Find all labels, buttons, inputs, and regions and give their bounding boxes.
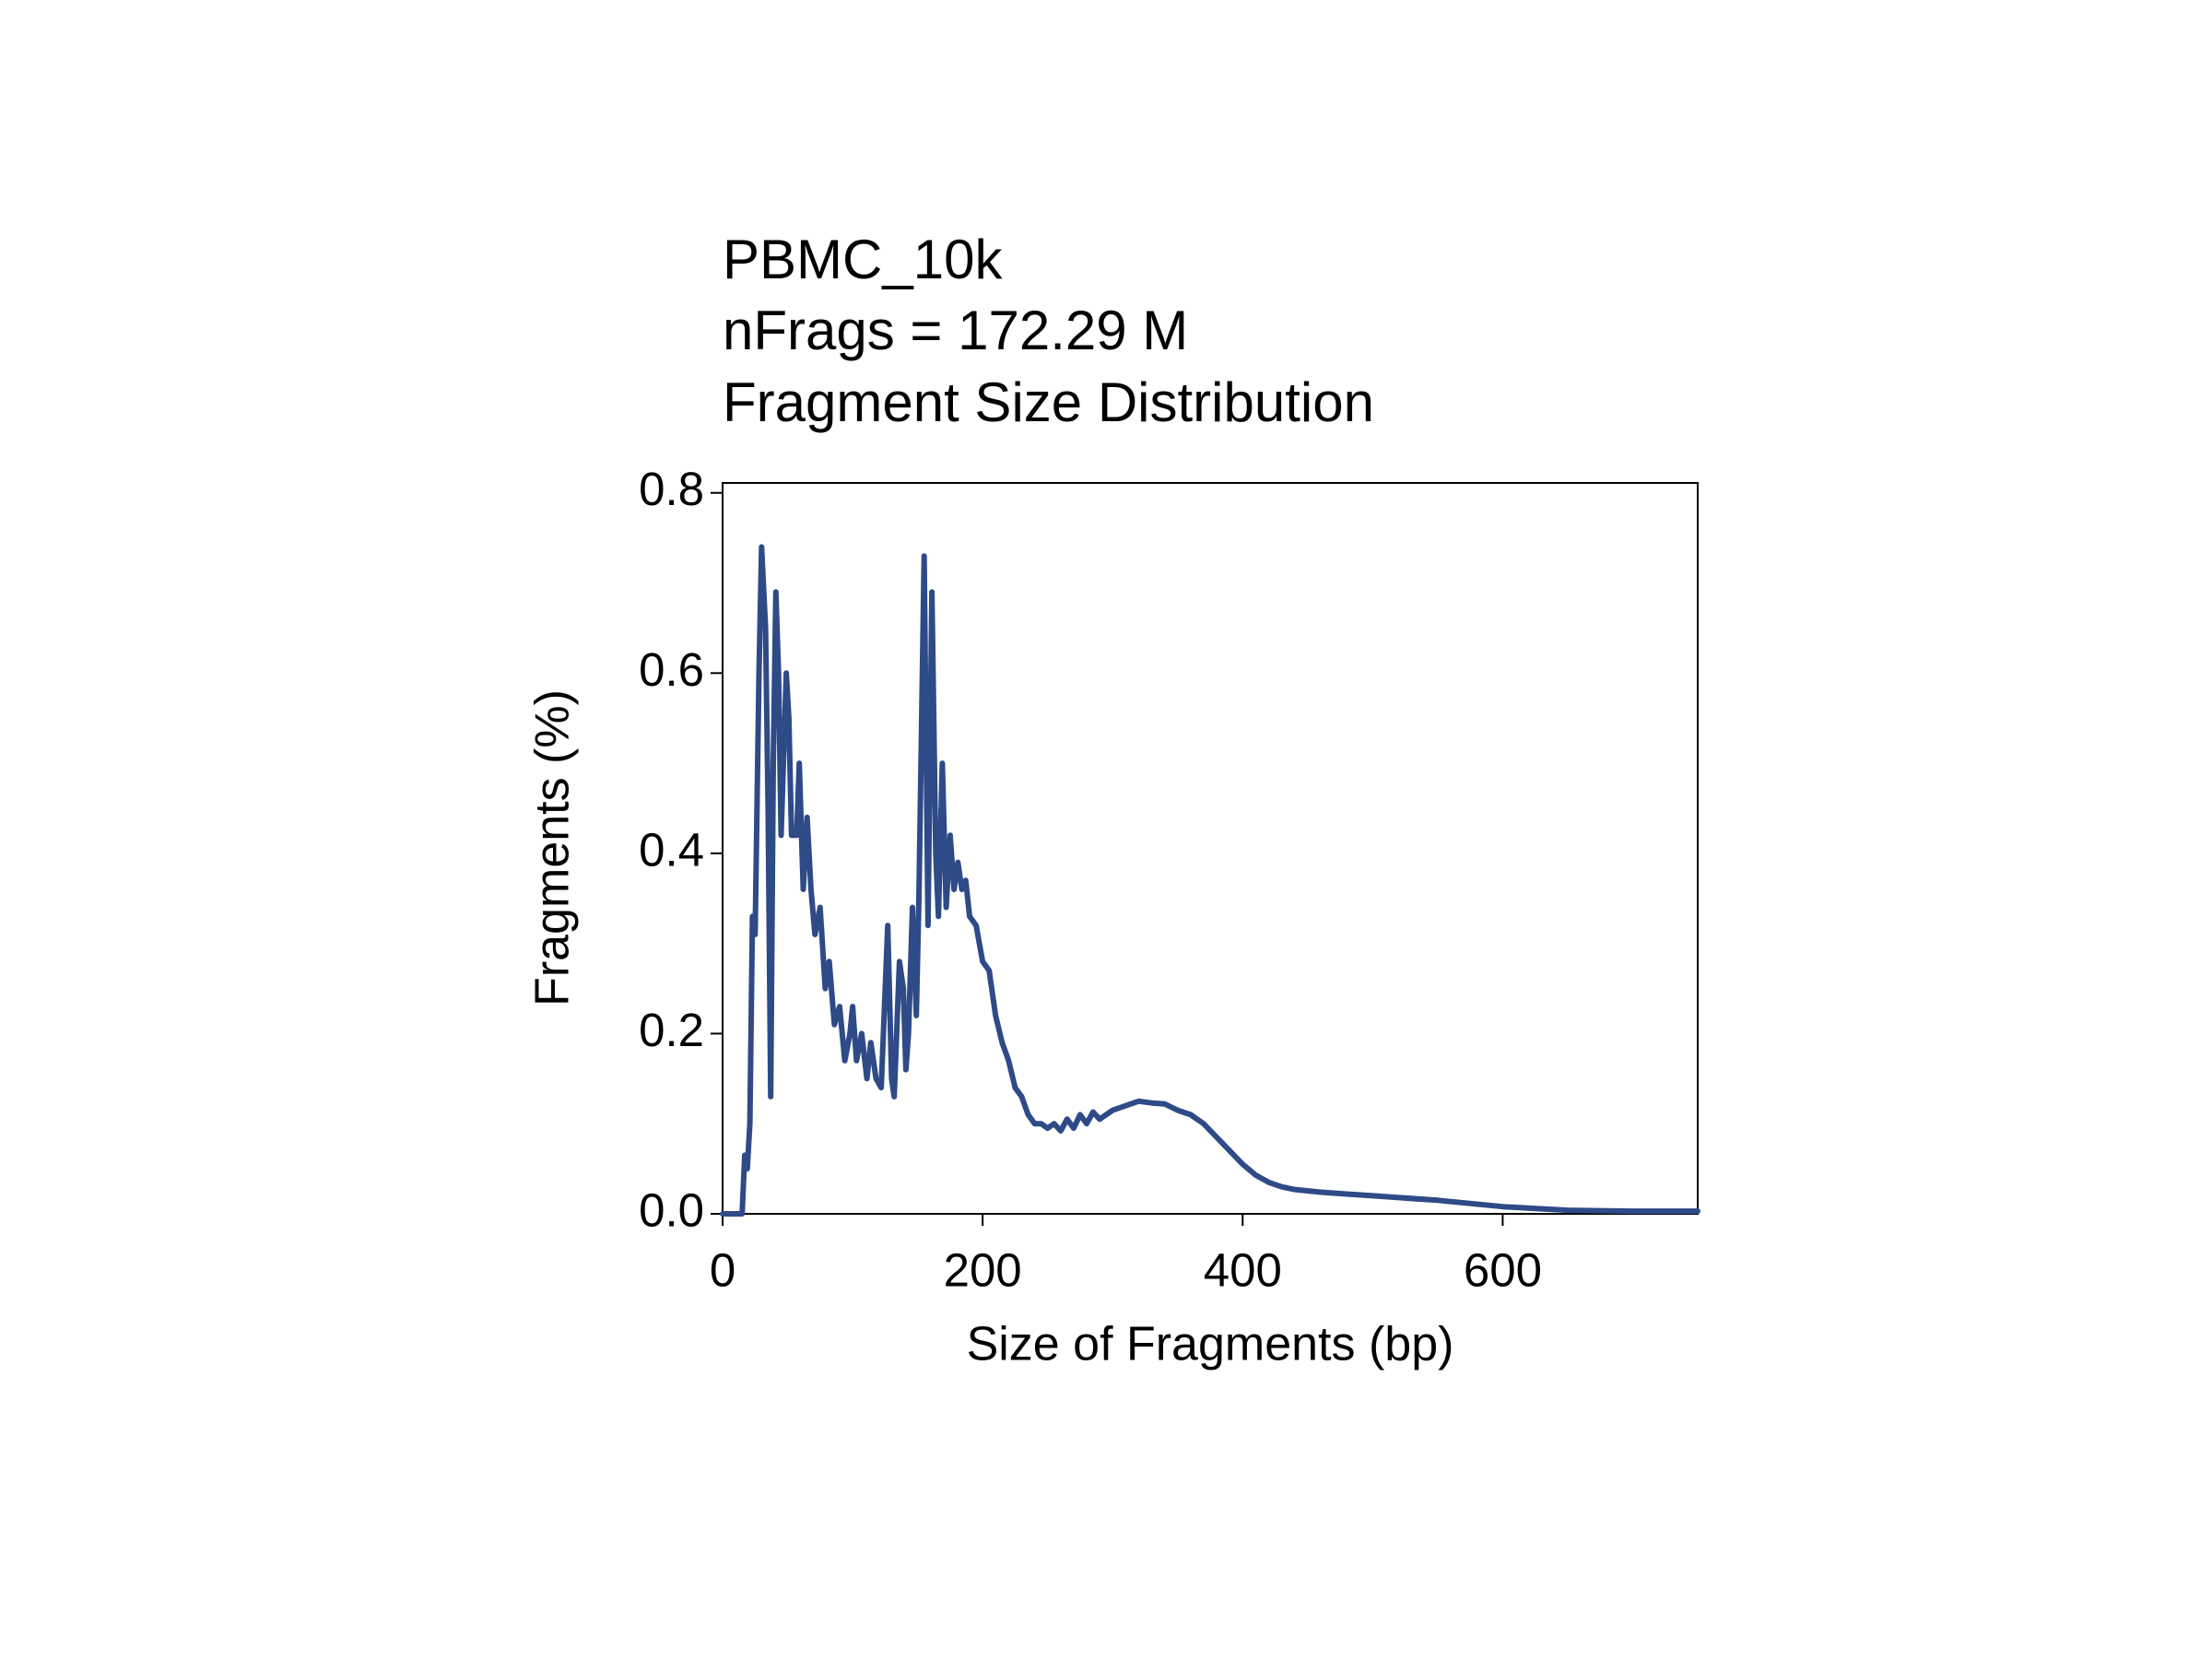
x-tick-label: 600 [1464,1243,1542,1296]
y-tick-label: 0.2 [639,1004,704,1056]
y-tick-label: 0.6 [639,643,704,696]
x-tick-label: 0 [710,1243,735,1296]
chart-title: PBMC_10k [723,229,1003,290]
plot-frame [722,482,1699,1215]
y-axis-label: Fragments (%) [526,689,580,1006]
chart-title: Fragment Size Distribution [723,371,1374,433]
y-tick-label: 0.4 [639,823,704,876]
x-axis-label: Size of Fragments (bp) [967,1318,1454,1371]
data-line [720,544,1700,1217]
x-tick-label: 400 [1204,1243,1282,1296]
y-tick-label: 0.8 [639,463,704,515]
y-tick-label: 0.0 [639,1183,704,1236]
x-tick-label: 200 [944,1243,1022,1296]
chart-title: nFrags = 172.29 M [723,300,1188,361]
